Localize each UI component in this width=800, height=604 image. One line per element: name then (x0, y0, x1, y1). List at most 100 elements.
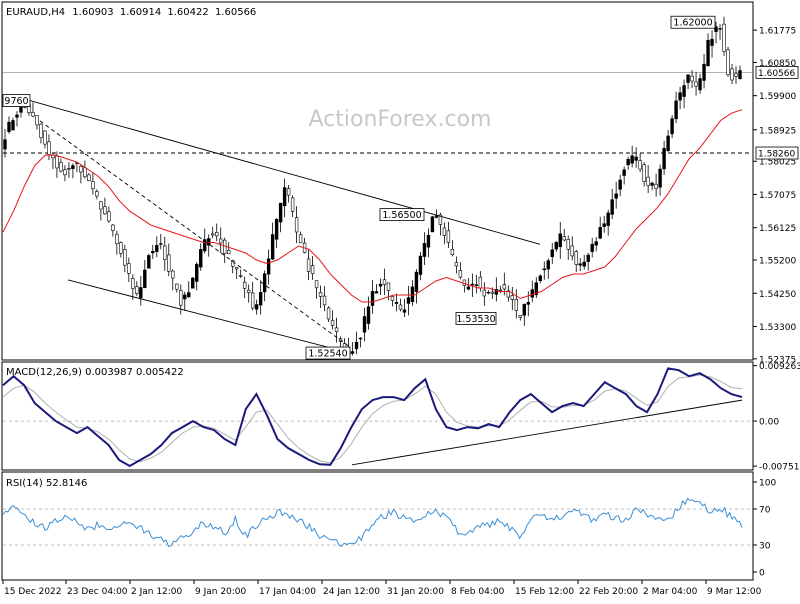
candle (123, 244, 127, 273)
candle (398, 298, 403, 312)
candle (486, 290, 491, 295)
candle (594, 237, 598, 252)
candle (586, 252, 590, 271)
candle (474, 274, 479, 294)
price-tick-label: 1.56125 (759, 224, 796, 234)
candle (638, 153, 642, 172)
candle (262, 270, 267, 302)
trendline (39, 120, 351, 348)
candle (506, 285, 511, 302)
price-tick-label: 1.61775 (759, 27, 796, 37)
candle (570, 236, 574, 261)
symbol-header: EURAUD,H4 1.60903 1.60914 1.60422 1.6056… (6, 7, 256, 18)
trendline (67, 279, 353, 354)
x-tick-label: 8 Feb 04:00 (451, 587, 505, 597)
candle (378, 278, 383, 295)
candle (250, 281, 255, 311)
candle (242, 276, 247, 299)
candle (694, 71, 698, 96)
candle (11, 117, 15, 131)
candle (199, 243, 203, 271)
candle (270, 222, 275, 261)
candle (79, 163, 83, 184)
candle (494, 277, 499, 302)
rsi-tick-label: 30 (759, 542, 771, 552)
candle (31, 102, 35, 118)
candle (542, 261, 546, 280)
candle (690, 70, 694, 89)
candle (642, 161, 646, 187)
price-annotation: 1.52540 (305, 346, 351, 360)
candle (183, 291, 187, 311)
candle (402, 298, 407, 318)
x-tick-label: 31 Jan 20:00 (387, 587, 444, 597)
macd-panel (1, 361, 754, 471)
candle (446, 221, 451, 249)
candle (99, 201, 103, 221)
candle (143, 260, 147, 289)
candle (714, 21, 718, 44)
price-tick-label: 1.58025 (759, 158, 796, 168)
candle (734, 66, 738, 84)
x-tick-label: 2 Jan 12:00 (131, 587, 183, 597)
candle (67, 162, 71, 178)
candle (39, 123, 43, 144)
candle (702, 53, 706, 89)
candle (91, 173, 95, 195)
x-tick-label: 9 Jan 20:00 (195, 587, 247, 597)
level-price-box (755, 146, 799, 160)
macd-tick-label: -0.007517 (759, 463, 800, 473)
candle (43, 130, 47, 149)
candle (514, 289, 519, 319)
candle (654, 173, 658, 197)
candle (406, 285, 411, 316)
price-annotation: 1.62000 (670, 15, 716, 29)
x-tick-label: 22 Feb 20:00 (579, 587, 638, 597)
candle (726, 46, 730, 77)
price-annotation-label: 9760 (4, 96, 28, 107)
candle (554, 241, 558, 252)
candle (518, 315, 522, 321)
price-tick-label: 1.58925 (759, 126, 796, 136)
candle (63, 165, 67, 182)
x-tick-label: 24 Jan 12:00 (323, 587, 380, 597)
candle (698, 73, 702, 94)
x-tick-label: 15 Dec 2022 (4, 587, 62, 597)
candle (103, 197, 107, 215)
candle (111, 223, 115, 237)
candle (187, 281, 191, 299)
candle (219, 227, 223, 253)
candle (326, 306, 331, 323)
candle (710, 30, 714, 58)
price-annotation-label: 1.53530 (456, 314, 495, 325)
candle (350, 342, 355, 356)
candle (159, 234, 163, 250)
candle (87, 172, 91, 182)
candle (254, 299, 259, 315)
candle (574, 249, 578, 273)
candle (35, 115, 39, 130)
header-symbol: EURAUD,H4 (6, 7, 65, 18)
candle (318, 285, 323, 308)
candle (195, 262, 199, 291)
candle (538, 274, 542, 284)
current-price-box (755, 65, 799, 79)
candle (278, 202, 283, 233)
current-price-label: 1.60566 (758, 69, 795, 79)
candle (706, 33, 710, 67)
moving-average-line (2, 109, 743, 303)
candle (674, 91, 678, 124)
candle (450, 240, 455, 257)
candle (330, 310, 335, 330)
candle (246, 284, 251, 303)
candle (722, 16, 726, 56)
macd-label: MACD(12,26,9) 0.003987 0.005422 (6, 367, 184, 378)
candle (15, 111, 19, 127)
price-tick-label: 1.57075 (759, 191, 796, 201)
candle (298, 231, 303, 244)
candle (310, 256, 315, 280)
candle (294, 206, 299, 244)
candle (622, 166, 626, 185)
candle (139, 276, 143, 306)
macd-tick-label: 0.009263 (759, 362, 800, 372)
